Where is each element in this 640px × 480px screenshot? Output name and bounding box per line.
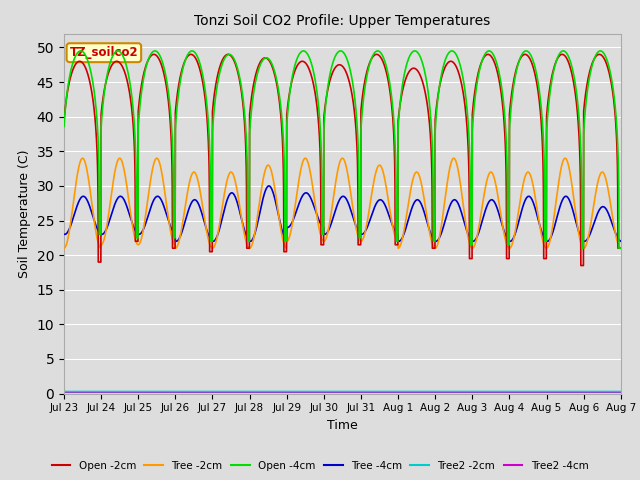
Tree2 -4cm — [371, 389, 378, 395]
Open -4cm — [216, 71, 223, 77]
Tree -4cm — [584, 237, 591, 242]
Line: Open -2cm: Open -2cm — [64, 54, 621, 265]
Tree -2cm — [358, 237, 366, 243]
Legend: Open -2cm, Tree -2cm, Open -4cm, Tree -4cm, Tree2 -2cm, Tree2 -4cm: Open -2cm, Tree -2cm, Open -4cm, Tree -4… — [47, 456, 593, 475]
Tree -4cm — [371, 204, 378, 210]
Tree -2cm — [617, 245, 625, 251]
Line: Tree -4cm: Tree -4cm — [64, 186, 621, 241]
Open -2cm — [372, 51, 380, 57]
Tree2 -2cm — [358, 389, 366, 395]
Open -4cm — [77, 48, 84, 54]
Tree2 -4cm — [617, 389, 625, 395]
Open -2cm — [60, 118, 68, 123]
Tree2 -2cm — [215, 389, 223, 395]
Open -4cm — [504, 242, 512, 248]
Open -2cm — [215, 66, 223, 72]
Text: TZ_soilco2: TZ_soilco2 — [70, 46, 138, 59]
Open -2cm — [371, 52, 378, 58]
Tree -4cm — [580, 239, 588, 244]
Line: Open -4cm: Open -4cm — [64, 51, 621, 248]
Open -2cm — [617, 245, 625, 251]
Tree -4cm — [504, 237, 512, 243]
Open -4cm — [60, 123, 68, 129]
Tree2 -4cm — [358, 389, 366, 395]
Tree2 -2cm — [504, 389, 512, 395]
Open -4cm — [584, 89, 591, 95]
Tree -2cm — [216, 222, 223, 228]
Open -2cm — [358, 95, 366, 101]
Tree -2cm — [568, 180, 575, 185]
Tree2 -2cm — [583, 389, 591, 395]
Tree2 -4cm — [504, 389, 512, 395]
Tree -4cm — [358, 231, 366, 237]
Tree -2cm — [583, 240, 591, 245]
Open -4cm — [371, 50, 378, 56]
Open -4cm — [358, 106, 366, 111]
Tree -2cm — [371, 175, 378, 180]
Tree2 -4cm — [583, 389, 591, 395]
Tree -4cm — [215, 227, 223, 233]
Line: Tree -2cm: Tree -2cm — [64, 158, 621, 248]
Tree -2cm — [79, 156, 86, 161]
Tree2 -2cm — [617, 389, 625, 395]
Tree2 -4cm — [60, 389, 68, 395]
Tree2 -2cm — [371, 389, 378, 395]
Tree2 -4cm — [568, 389, 575, 395]
Open -2cm — [577, 263, 585, 268]
Tree -4cm — [60, 231, 68, 237]
Title: Tonzi Soil CO2 Profile: Upper Temperatures: Tonzi Soil CO2 Profile: Upper Temperatur… — [195, 14, 490, 28]
X-axis label: Time: Time — [327, 419, 358, 432]
Open -4cm — [617, 245, 625, 251]
Tree -4cm — [265, 183, 273, 189]
Open -4cm — [578, 245, 586, 251]
Tree -4cm — [568, 203, 575, 209]
Open -2cm — [584, 80, 591, 86]
Open -4cm — [568, 63, 575, 69]
Y-axis label: Soil Temperature (C): Soil Temperature (C) — [18, 149, 31, 278]
Tree -4cm — [617, 238, 625, 244]
Tree2 -2cm — [568, 389, 575, 395]
Tree -2cm — [504, 244, 512, 250]
Tree2 -4cm — [215, 389, 223, 395]
Open -2cm — [504, 256, 512, 262]
Tree2 -2cm — [60, 389, 68, 395]
Open -2cm — [568, 70, 575, 75]
Tree -2cm — [60, 245, 68, 251]
